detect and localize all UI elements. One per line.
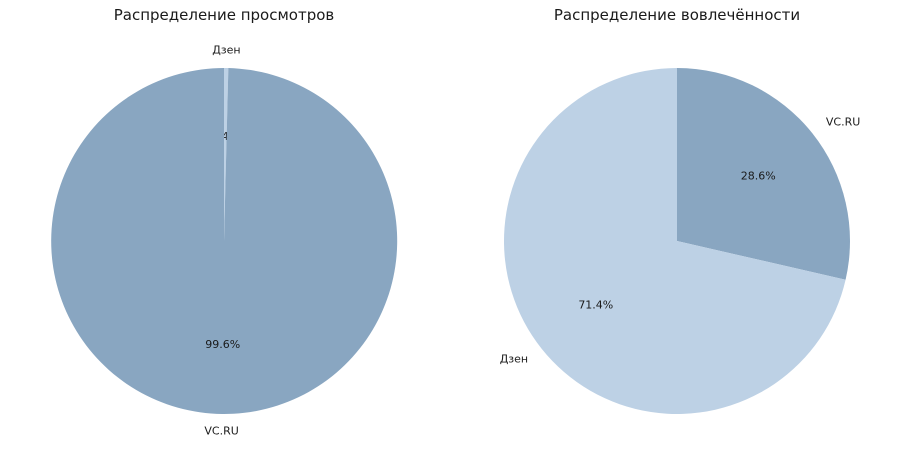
slice-category-label: VC.RU bbox=[204, 424, 238, 437]
engagement-pie-chart: VC.RU 28.6% Дзен 71.4% Распределение вовлечё… bbox=[500, 6, 860, 414]
pie-slice bbox=[51, 68, 398, 414]
chart-title: Распределение вовлечённости bbox=[554, 6, 800, 24]
chart-title: Распределение просмотров bbox=[114, 6, 335, 24]
slice-percent-label: 99.6% bbox=[205, 338, 240, 351]
slice-percent-label: 28.6% bbox=[741, 169, 776, 182]
slice-category-label: Дзен bbox=[212, 44, 240, 57]
pie-slice bbox=[677, 68, 850, 280]
slice-category-label: VC.RU bbox=[826, 116, 860, 129]
pie-slice bbox=[224, 67, 229, 241]
pie-slice bbox=[503, 68, 846, 414]
slice-category-label: Дзен bbox=[500, 353, 528, 366]
slice-percent-label: 71.4% bbox=[578, 299, 613, 312]
